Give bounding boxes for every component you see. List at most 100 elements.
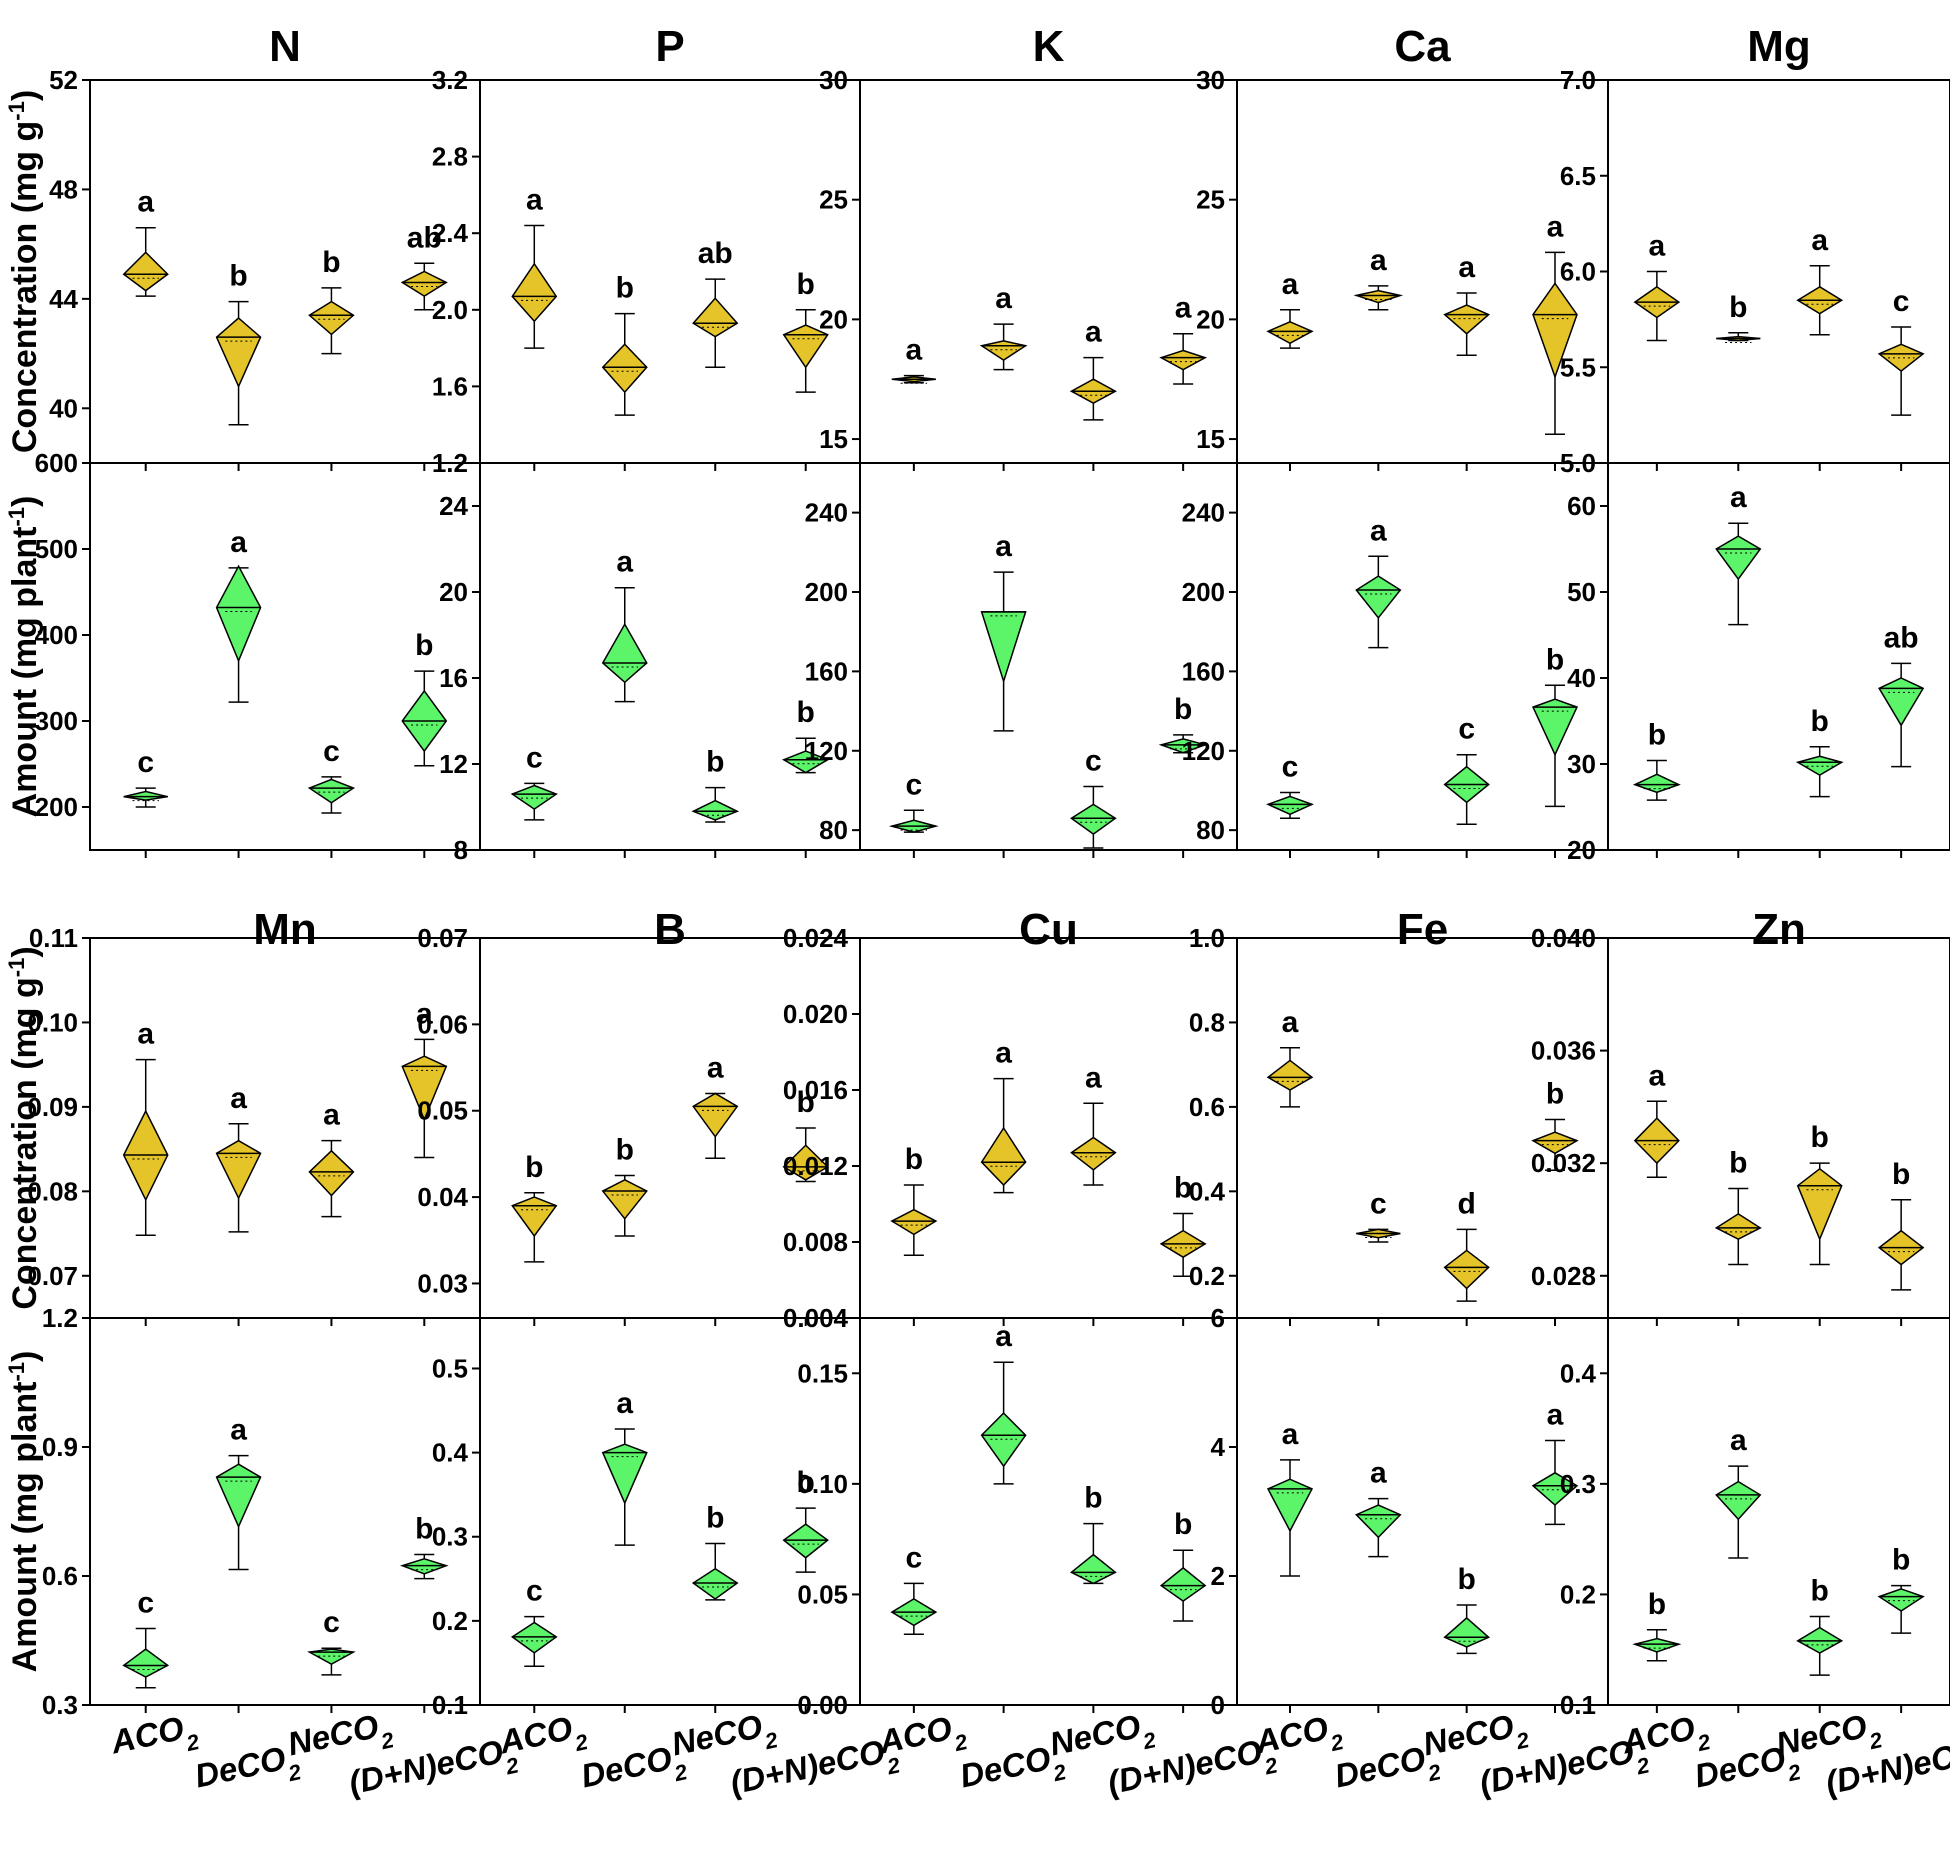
y-tick-label: 12 <box>439 749 468 779</box>
concentration-violin-3: a <box>401 997 448 1159</box>
violin-body <box>890 1208 938 1236</box>
amount-violin-2: c <box>1070 744 1117 849</box>
violin-body <box>1443 1616 1491 1648</box>
violin-body <box>1159 1566 1207 1602</box>
amount-violin-1: a <box>1715 1424 1762 1559</box>
y-tick-label: 3.2 <box>432 65 468 95</box>
concentration-violin-1: a <box>979 282 1028 371</box>
y-tick-label: 500 <box>35 534 78 564</box>
panel-title: Ca <box>1394 22 1451 71</box>
amount-violin-0: c <box>890 1541 938 1635</box>
concentration-violin-2: a <box>1443 251 1491 357</box>
category-label: DeCO2 <box>192 1736 304 1804</box>
panel-title: Mg <box>1747 22 1811 71</box>
y-tick-label: 0.028 <box>1531 1261 1596 1291</box>
concentration-violin-3: a <box>1159 292 1208 385</box>
significance-letter: c <box>1370 1187 1387 1220</box>
concentration-violin-0: a <box>511 184 558 349</box>
significance-letter: b <box>1648 1588 1666 1621</box>
violin-body <box>510 1621 558 1654</box>
y-tick-label: 1.2 <box>432 448 468 478</box>
amount-axis-title: Amount (mg plant-1) <box>4 496 45 818</box>
amount-frame <box>1607 462 1950 851</box>
violin-body <box>1266 320 1314 345</box>
amount-frame <box>89 1317 481 1706</box>
violin-body <box>782 1523 829 1559</box>
significance-letter: ab <box>407 221 442 254</box>
y-tick-label: 20 <box>819 304 848 334</box>
y-tick-label: 0.2 <box>1560 1579 1596 1609</box>
y-tick-label: 0.3 <box>432 1522 468 1552</box>
concentration-violin-1: a <box>1353 244 1404 311</box>
significance-letter: b <box>322 246 340 279</box>
y-tick-label: 24 <box>439 491 468 521</box>
y-tick-label: 0.9 <box>42 1432 78 1462</box>
violin-body <box>1796 1167 1843 1242</box>
amount-violin-2: b <box>691 746 740 823</box>
y-tick-label: 2.4 <box>432 218 469 248</box>
panel-title: B <box>654 905 686 954</box>
y-tick-label: 0.1 <box>432 1690 468 1720</box>
y-tick-label: 6.5 <box>1560 161 1596 191</box>
amount-violin-0: b <box>1632 1588 1682 1662</box>
panel-title: Fe <box>1397 905 1448 954</box>
significance-letter: c <box>526 1575 543 1608</box>
significance-letter: a <box>1175 292 1192 325</box>
y-tick-label: 0 <box>1211 1690 1225 1720</box>
y-tick-label: 0.2 <box>1189 1261 1225 1291</box>
violin-body <box>1353 289 1404 304</box>
concentration-violin-2: d <box>1443 1187 1490 1302</box>
amount-violin-1: a <box>1355 514 1402 649</box>
concentration-subplot: 0.03 0.04 0.05 0.06 0.07 b b a b <box>417 923 861 1326</box>
panel-title: Zn <box>1752 905 1806 954</box>
y-tick-label: 160 <box>1182 656 1225 686</box>
significance-letter: c <box>1085 744 1102 777</box>
violin-body <box>511 1196 558 1238</box>
amount-violin-2: b <box>1443 1563 1491 1655</box>
significance-letter: a <box>1085 316 1102 349</box>
amount-violin-3: b <box>1158 693 1208 754</box>
significance-letter: b <box>1811 705 1829 738</box>
y-tick-label: 8 <box>454 835 468 865</box>
violin-body <box>308 1149 355 1197</box>
concentration-violin-2: a <box>1796 224 1844 336</box>
significance-letter: b <box>1729 291 1747 324</box>
y-tick-label: 6.0 <box>1560 257 1596 287</box>
significance-letter: a <box>416 997 433 1030</box>
y-tick-label: 0.10 <box>797 1469 848 1499</box>
y-tick-label: 2.8 <box>432 142 468 172</box>
violin-body <box>1443 1249 1490 1290</box>
y-tick-label: 0.036 <box>1531 1036 1596 1066</box>
significance-letter: a <box>1649 1059 1666 1092</box>
significance-letter: b <box>1892 1158 1910 1191</box>
concentration-violin-0: a <box>891 334 936 384</box>
significance-letter: b <box>1174 1508 1192 1541</box>
amount-subplot: 0.00 0.05 0.10 0.15 c a b b <box>797 1317 1238 1720</box>
y-tick-label: 0.11 <box>29 923 78 953</box>
y-tick-label: 15 <box>1196 424 1225 454</box>
category-label: NeCO2 <box>668 1704 780 1772</box>
significance-letter: b <box>1729 1147 1747 1180</box>
y-tick-label: 0.4 <box>1189 1176 1226 1206</box>
significance-letter: ab <box>698 237 733 270</box>
violin-body <box>601 1178 648 1220</box>
significance-letter: b <box>1458 1563 1476 1596</box>
violin-body <box>215 564 262 663</box>
significance-letter: c <box>323 735 340 768</box>
violin-body <box>1877 1588 1925 1612</box>
concentration-violin-3: a <box>1532 210 1578 436</box>
significance-letter: a <box>526 184 543 217</box>
panel-title: Mn <box>253 905 317 954</box>
y-tick-label: 400 <box>35 620 78 650</box>
y-tick-label: 0.8 <box>1189 1007 1225 1037</box>
amount-violin-1: a <box>980 530 1027 732</box>
violin-body <box>1715 1480 1762 1521</box>
violin-body <box>400 270 448 298</box>
violin-body <box>782 750 830 774</box>
amount-violin-3: b <box>782 1466 829 1573</box>
amount-violin-3: b <box>401 629 448 767</box>
violin-body <box>215 1139 262 1200</box>
y-tick-label: 0.10 <box>27 1007 78 1037</box>
